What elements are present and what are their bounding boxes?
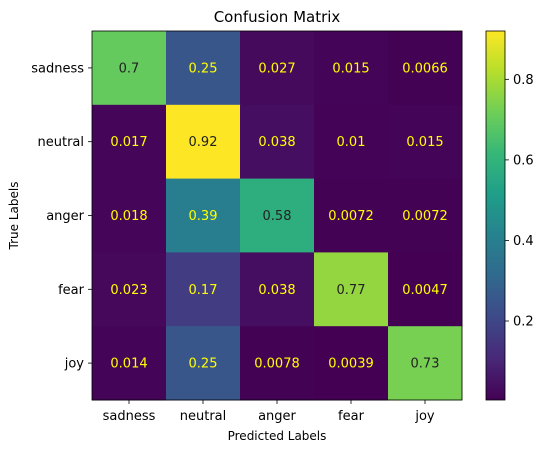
heatmap-cell bbox=[92, 326, 167, 401]
cell-value-label: 0.01 bbox=[337, 135, 366, 150]
cell-value-label: 0.92 bbox=[189, 135, 218, 150]
cell-value-label: 0.014 bbox=[110, 357, 147, 372]
cell-value-label: 0.023 bbox=[110, 283, 147, 298]
x-axis-ticks: sadness neutral anger fear joy bbox=[103, 400, 435, 424]
heatmap-cell bbox=[388, 326, 463, 401]
plot-frame bbox=[91, 30, 463, 401]
heatmap-cell bbox=[314, 31, 389, 106]
cell-value-label: 0.25 bbox=[189, 357, 218, 372]
y-tick-label: fear bbox=[58, 283, 85, 298]
cell-value-label: 0.038 bbox=[258, 135, 295, 150]
x-tick-label: anger bbox=[258, 409, 296, 424]
cell-value-label: 0.038 bbox=[258, 283, 295, 298]
heatmap-cell bbox=[92, 178, 167, 253]
cell-value-label: 0.39 bbox=[189, 209, 218, 224]
x-tick-label: sadness bbox=[103, 409, 156, 424]
x-tick-label: fear bbox=[338, 409, 365, 424]
cell-value-label: 0.25 bbox=[189, 61, 218, 76]
heatmap-cell bbox=[166, 326, 241, 401]
heatmap-cell bbox=[166, 104, 241, 180]
y-axis-ticks: sadness neutral anger fear joy bbox=[31, 61, 92, 372]
y-tick-label: anger bbox=[46, 209, 84, 224]
heatmap-cell bbox=[314, 252, 389, 327]
y-axis-label: True Labels bbox=[7, 182, 21, 251]
heatmap-cell bbox=[240, 326, 315, 401]
heatmap-cell bbox=[92, 252, 167, 327]
heatmap-cell bbox=[314, 326, 389, 401]
heatmap-cell bbox=[388, 104, 463, 180]
heatmap-cells bbox=[92, 31, 463, 401]
colorbar bbox=[485, 30, 506, 401]
cell-value-label: 0.0039 bbox=[328, 357, 374, 372]
x-tick-label: joy bbox=[414, 409, 435, 424]
y-tick-label: neutral bbox=[38, 135, 85, 150]
cell-value-label: 0.17 bbox=[189, 283, 218, 298]
colorbar-ticks: 0.2 0.4 0.6 0.8 bbox=[505, 73, 534, 330]
heatmap-cell bbox=[314, 178, 389, 253]
cell-value-label: 0.015 bbox=[332, 61, 369, 76]
heatmap-cell bbox=[166, 31, 241, 106]
heatmap-cell bbox=[240, 252, 315, 327]
cell-value-label: 0.0078 bbox=[254, 357, 300, 372]
heatmap-cell bbox=[166, 252, 241, 327]
heatmap-cell bbox=[240, 31, 315, 106]
cell-value-label: 0.0072 bbox=[402, 209, 448, 224]
cell-value-label: 0.0066 bbox=[402, 61, 448, 76]
cell-value-label: 0.027 bbox=[258, 61, 295, 76]
cell-value-label: 0.0072 bbox=[328, 209, 374, 224]
cell-value-label: 0.58 bbox=[263, 209, 292, 224]
heatmap-cell bbox=[92, 104, 167, 180]
heatmap-cell bbox=[240, 104, 315, 180]
y-tick-label: joy bbox=[64, 357, 85, 372]
heatmap-cell bbox=[314, 104, 389, 180]
cell-value-label: 0.77 bbox=[337, 283, 366, 298]
colorbar-tick-label: 0.4 bbox=[513, 234, 534, 249]
cell-value-label: 0.73 bbox=[411, 357, 440, 372]
cell-value-label: 0.7 bbox=[119, 61, 140, 76]
heatmap-cell bbox=[240, 178, 315, 253]
y-tick-label: sadness bbox=[31, 61, 84, 76]
heatmap-cell bbox=[92, 31, 167, 106]
x-tick-label: neutral bbox=[180, 409, 227, 424]
heatmap-cell bbox=[388, 178, 463, 253]
colorbar-tick-label: 0.8 bbox=[513, 73, 534, 88]
cell-value-label: 0.015 bbox=[406, 135, 443, 150]
colorbar-tick-label: 0.2 bbox=[513, 315, 534, 330]
x-axis-label: Predicted Labels bbox=[228, 429, 327, 443]
cell-value-label: 0.017 bbox=[110, 135, 147, 150]
chart-title: Confusion Matrix bbox=[214, 8, 341, 26]
heatmap-cell bbox=[166, 178, 241, 253]
heatmap-cell bbox=[388, 31, 463, 106]
cell-value-label: 0.018 bbox=[110, 209, 147, 224]
heatmap-value-labels: 0.7 0.25 0.027 0.015 0.0066 0.017 0.92 0.038 0.0… bbox=[110, 61, 447, 371]
heatmap-cell bbox=[388, 252, 463, 327]
cell-value-label: 0.0047 bbox=[402, 283, 448, 298]
colorbar-tick-label: 0.6 bbox=[513, 153, 534, 168]
